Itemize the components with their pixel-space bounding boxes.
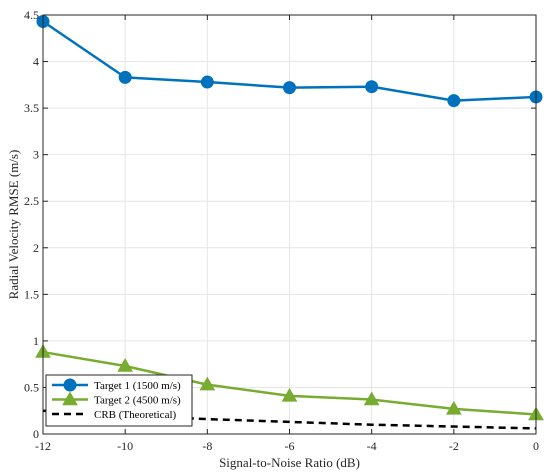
legend-label-3: CRB (Theoretical) [94,409,177,421]
series-layer [35,15,544,430]
y-tick-label: 3 [33,148,39,162]
y-tick-label: 2.5 [24,194,39,208]
x-tick-label: -6 [285,439,295,453]
series-2-point [281,387,298,402]
series-line-3 [42,409,537,430]
legend: Target 1 (1500 m/s) Target 2 (4500 m/s) CR… [45,374,193,427]
tick-layer: -12 -10 -8 -6 -4 -2 0 0 0.5 1 1.5 2 2.5 3 3.5 4 4.5 [24,8,539,453]
series-1-point [283,81,296,95]
x-tick-label: -10 [117,439,133,453]
series-2-point [445,400,462,415]
x-tick-label: -12 [35,439,51,453]
x-tick-label: -4 [367,439,377,453]
legend-marker-2 [62,391,78,406]
x-tick-label: -8 [202,439,212,453]
legend-marker-1 [63,378,77,392]
y-tick-label: 3.5 [24,101,39,115]
y-tick-label: 0 [33,427,39,441]
legend-label-1: Target 1 (1500 m/s) [94,380,181,392]
x-axis-label: Signal-to-Noise Ratio (dB) [219,455,360,470]
y-tick-label: 1 [33,334,39,348]
series-1-point [118,70,132,84]
y-tick-label: 4 [33,55,39,69]
series-1-point [200,75,214,89]
y-tick-label: 0.5 [24,380,39,394]
y-tick-label: 1.5 [24,287,39,301]
y-tick-label: 2 [33,241,39,255]
x-tick-label: -2 [449,439,459,453]
series-1-point [447,94,461,108]
legend-label-2: Target 2 (4500 m/s) [94,395,181,407]
y-axis-label: Radial Velocity RMSE (m/s) [6,150,21,300]
series-2-point [363,391,380,406]
series-2-point [117,358,134,372]
series-2-point [199,376,216,391]
series-1-point [365,80,379,94]
y-tick-label: 4.5 [24,8,39,22]
x-tick-label: 0 [533,439,539,453]
